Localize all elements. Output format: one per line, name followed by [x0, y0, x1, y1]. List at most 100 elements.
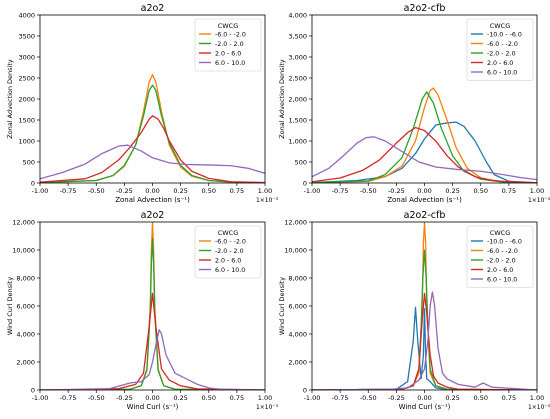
x-tick-label: 0.00: [145, 394, 159, 402]
x-tick-label: -0.25: [388, 187, 405, 195]
y-tick-label: 1,000: [288, 138, 307, 146]
y-axis-label: Zonal Advection Density: [278, 59, 286, 139]
legend-item: 2.0 - 6.0: [215, 258, 241, 265]
legend-item: 2.0 - 6.0: [487, 60, 513, 67]
x-tick-label: -0.75: [332, 187, 349, 195]
x-offset-label: 1×10⁻³: [256, 197, 279, 204]
chart-panel-2: a2o2-cfb 0 500 1,000 1,500 2,000 2,500 3,000 3,5…: [278, 3, 550, 204]
series-line-1: [40, 73, 265, 183]
legend-item: -6.0 - -2.0: [215, 32, 246, 39]
y-tick-label: 2500: [18, 75, 35, 83]
y-tick-label: 2,000: [288, 96, 307, 104]
x-tick-label: -0.25: [116, 394, 133, 402]
y-axis-label: Wind Curl Density: [6, 277, 14, 335]
x-tick-label: 1.00: [258, 394, 272, 402]
y-tick-label: 3,500: [288, 33, 307, 41]
y-tick-label: 3,000: [288, 54, 307, 62]
x-axis-label: Wind Curl (s⁻¹): [399, 403, 451, 411]
legend-title: CWCG: [218, 229, 239, 237]
x-tick-label: 0.75: [230, 394, 244, 402]
x-tick-label: -1.00: [304, 394, 321, 402]
legend-item: -6.0 - -2.0: [487, 248, 518, 255]
y-tick-label: 0: [31, 387, 35, 395]
x-tick-label: -1.00: [32, 394, 49, 402]
legend: CWCG -6.0 - -2.0 -2.0 - 2.0 2.0 - 6.0 6.0 - …: [194, 18, 262, 72]
series-line-4: [312, 126, 537, 183]
legend-item: 6.0 - 10.0: [487, 70, 517, 77]
legend-title: CWCG: [218, 22, 239, 30]
legend: CWCG -10.0 - -6.0 -6.0 - -2.0 -2.0 - 2.0 2.0…: [466, 18, 534, 81]
y-axis-label: Wind Curl Density: [278, 277, 286, 335]
x-tick-label: 0.25: [445, 187, 459, 195]
legend-item: -10.0 - -6.0: [487, 239, 522, 246]
legend-item: -6.0 - -2.0: [215, 239, 246, 246]
legend-item: -6.0 - -2.0: [487, 41, 518, 48]
x-tick-label: 0.25: [173, 394, 187, 402]
series-line-4: [40, 144, 265, 180]
legend-item: -2.0 - 2.0: [487, 51, 516, 58]
x-tick-label: -0.50: [360, 394, 377, 402]
y-tick-label: 12,000: [12, 219, 35, 227]
y-tick-label: 0: [31, 180, 35, 188]
x-tick-label: -0.50: [360, 187, 377, 195]
x-tick-label: -0.25: [116, 187, 133, 195]
x-tick-label: 0.00: [417, 187, 431, 195]
chart-title: a2o2: [141, 210, 165, 221]
legend-box: [194, 225, 262, 279]
series-line-3: [40, 292, 265, 390]
legend-item: 6.0 - 10.0: [215, 267, 245, 274]
chart-title: a2o2-cfb: [404, 3, 446, 14]
y-axis-label: Zonal Advection Density: [6, 59, 14, 139]
x-tick-label: -1.00: [32, 187, 49, 195]
legend-item: -10.0 - -6.0: [487, 32, 522, 39]
x-tick-label: 0.00: [417, 394, 431, 402]
x-tick-label: -0.50: [88, 187, 105, 195]
legend: CWCG -6.0 - -2.0 -2.0 - 2.0 2.0 - 6.0 6.0 - …: [194, 225, 262, 279]
y-tick-label: 0: [303, 180, 307, 188]
x-tick-label: -0.75: [332, 394, 349, 402]
series-line-2: [40, 238, 265, 390]
legend-title: CWCG: [490, 229, 511, 237]
chart-panel-4: a2o2-cfb 0 2,000 4,000 6,000 8,000 10,000 12,00…: [278, 210, 550, 411]
y-tick-label: 6,000: [288, 303, 307, 311]
y-tick-label: 8,000: [288, 275, 307, 283]
x-tick-label: -1.00: [304, 187, 321, 195]
y-tick-label: 6,000: [16, 303, 35, 311]
plot-frame: [311, 14, 538, 184]
legend-item: -2.0 - 2.0: [215, 248, 244, 255]
y-tick-label: 3500: [18, 33, 35, 41]
series-line-2: [312, 87, 537, 183]
y-tick-label: 2000: [18, 96, 35, 104]
chart-title: a2o2: [141, 3, 165, 14]
y-tick-label: 500: [295, 159, 307, 167]
x-tick-label: -0.25: [388, 394, 405, 402]
y-tick-label: 2,500: [288, 75, 307, 83]
x-tick-label: 0.50: [202, 394, 216, 402]
x-tick-label: 0.50: [474, 187, 488, 195]
legend-item: 2.0 - 6.0: [487, 267, 513, 274]
x-offset-label: 1×10⁻³: [528, 197, 550, 204]
x-tick-label: -0.50: [88, 394, 105, 402]
y-tick-label: 1000: [18, 138, 35, 146]
x-axis-label: Wind Curl (s⁻¹): [127, 403, 179, 411]
y-tick-label: 2,000: [288, 359, 307, 367]
legend-box: [466, 225, 534, 288]
y-tick-label: 1,500: [288, 117, 307, 125]
legend: CWCG -10.0 - -6.0 -6.0 - -2.0 -2.0 - 2.0 2.0…: [466, 225, 534, 288]
x-tick-label: -0.75: [60, 187, 77, 195]
y-tick-label: 0: [303, 387, 307, 395]
y-tick-label: 3000: [18, 54, 35, 62]
x-tick-label: 0.75: [502, 394, 516, 402]
series-line-3: [40, 115, 265, 183]
x-tick-label: 1.00: [258, 187, 272, 195]
x-tick-label: 0.25: [173, 187, 187, 195]
y-tick-label: 8,000: [16, 275, 35, 283]
x-offset-label: 1×10⁻³: [528, 404, 550, 411]
y-tick-label: 2,000: [16, 359, 35, 367]
y-tick-label: 10,000: [12, 247, 35, 255]
x-axis-label: Zonal Advection (s⁻¹): [387, 196, 462, 204]
series-line-5: [312, 136, 537, 181]
chart-panel-1: a2o2 0 500 1000 1500 2000 2500 3000 3500 4000 -1.0…: [6, 3, 279, 204]
